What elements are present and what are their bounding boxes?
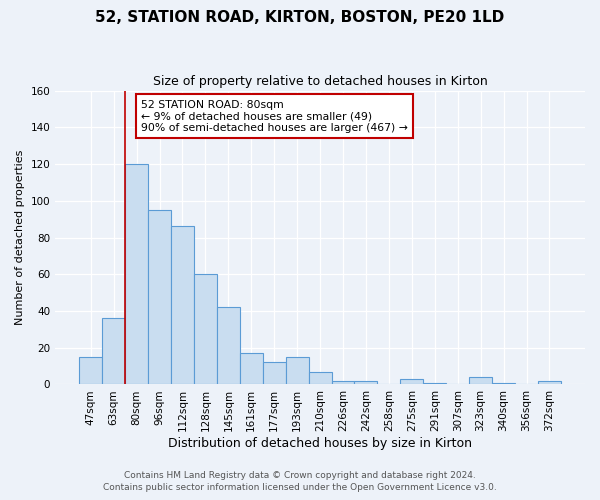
Bar	[423, 382, 446, 384]
Bar	[102, 318, 125, 384]
Text: 52, STATION ROAD, KIRTON, BOSTON, PE20 1LD: 52, STATION ROAD, KIRTON, BOSTON, PE20 1…	[95, 10, 505, 25]
Bar	[171, 226, 194, 384]
Text: 52 STATION ROAD: 80sqm
← 9% of detached houses are smaller (49)
90% of semi-deta: 52 STATION ROAD: 80sqm ← 9% of detached …	[141, 100, 408, 133]
Bar	[79, 357, 102, 384]
Bar	[332, 381, 355, 384]
Bar	[286, 357, 308, 384]
Bar	[492, 382, 515, 384]
Bar	[263, 362, 286, 384]
Bar	[308, 372, 332, 384]
Text: Contains HM Land Registry data © Crown copyright and database right 2024.
Contai: Contains HM Land Registry data © Crown c…	[103, 471, 497, 492]
Bar	[400, 379, 423, 384]
Bar	[148, 210, 171, 384]
Bar	[355, 381, 377, 384]
Bar	[217, 308, 240, 384]
Y-axis label: Number of detached properties: Number of detached properties	[15, 150, 25, 325]
X-axis label: Distribution of detached houses by size in Kirton: Distribution of detached houses by size …	[168, 437, 472, 450]
Bar	[538, 381, 561, 384]
Bar	[125, 164, 148, 384]
Bar	[240, 353, 263, 384]
Bar	[194, 274, 217, 384]
Title: Size of property relative to detached houses in Kirton: Size of property relative to detached ho…	[153, 75, 487, 88]
Bar	[469, 377, 492, 384]
